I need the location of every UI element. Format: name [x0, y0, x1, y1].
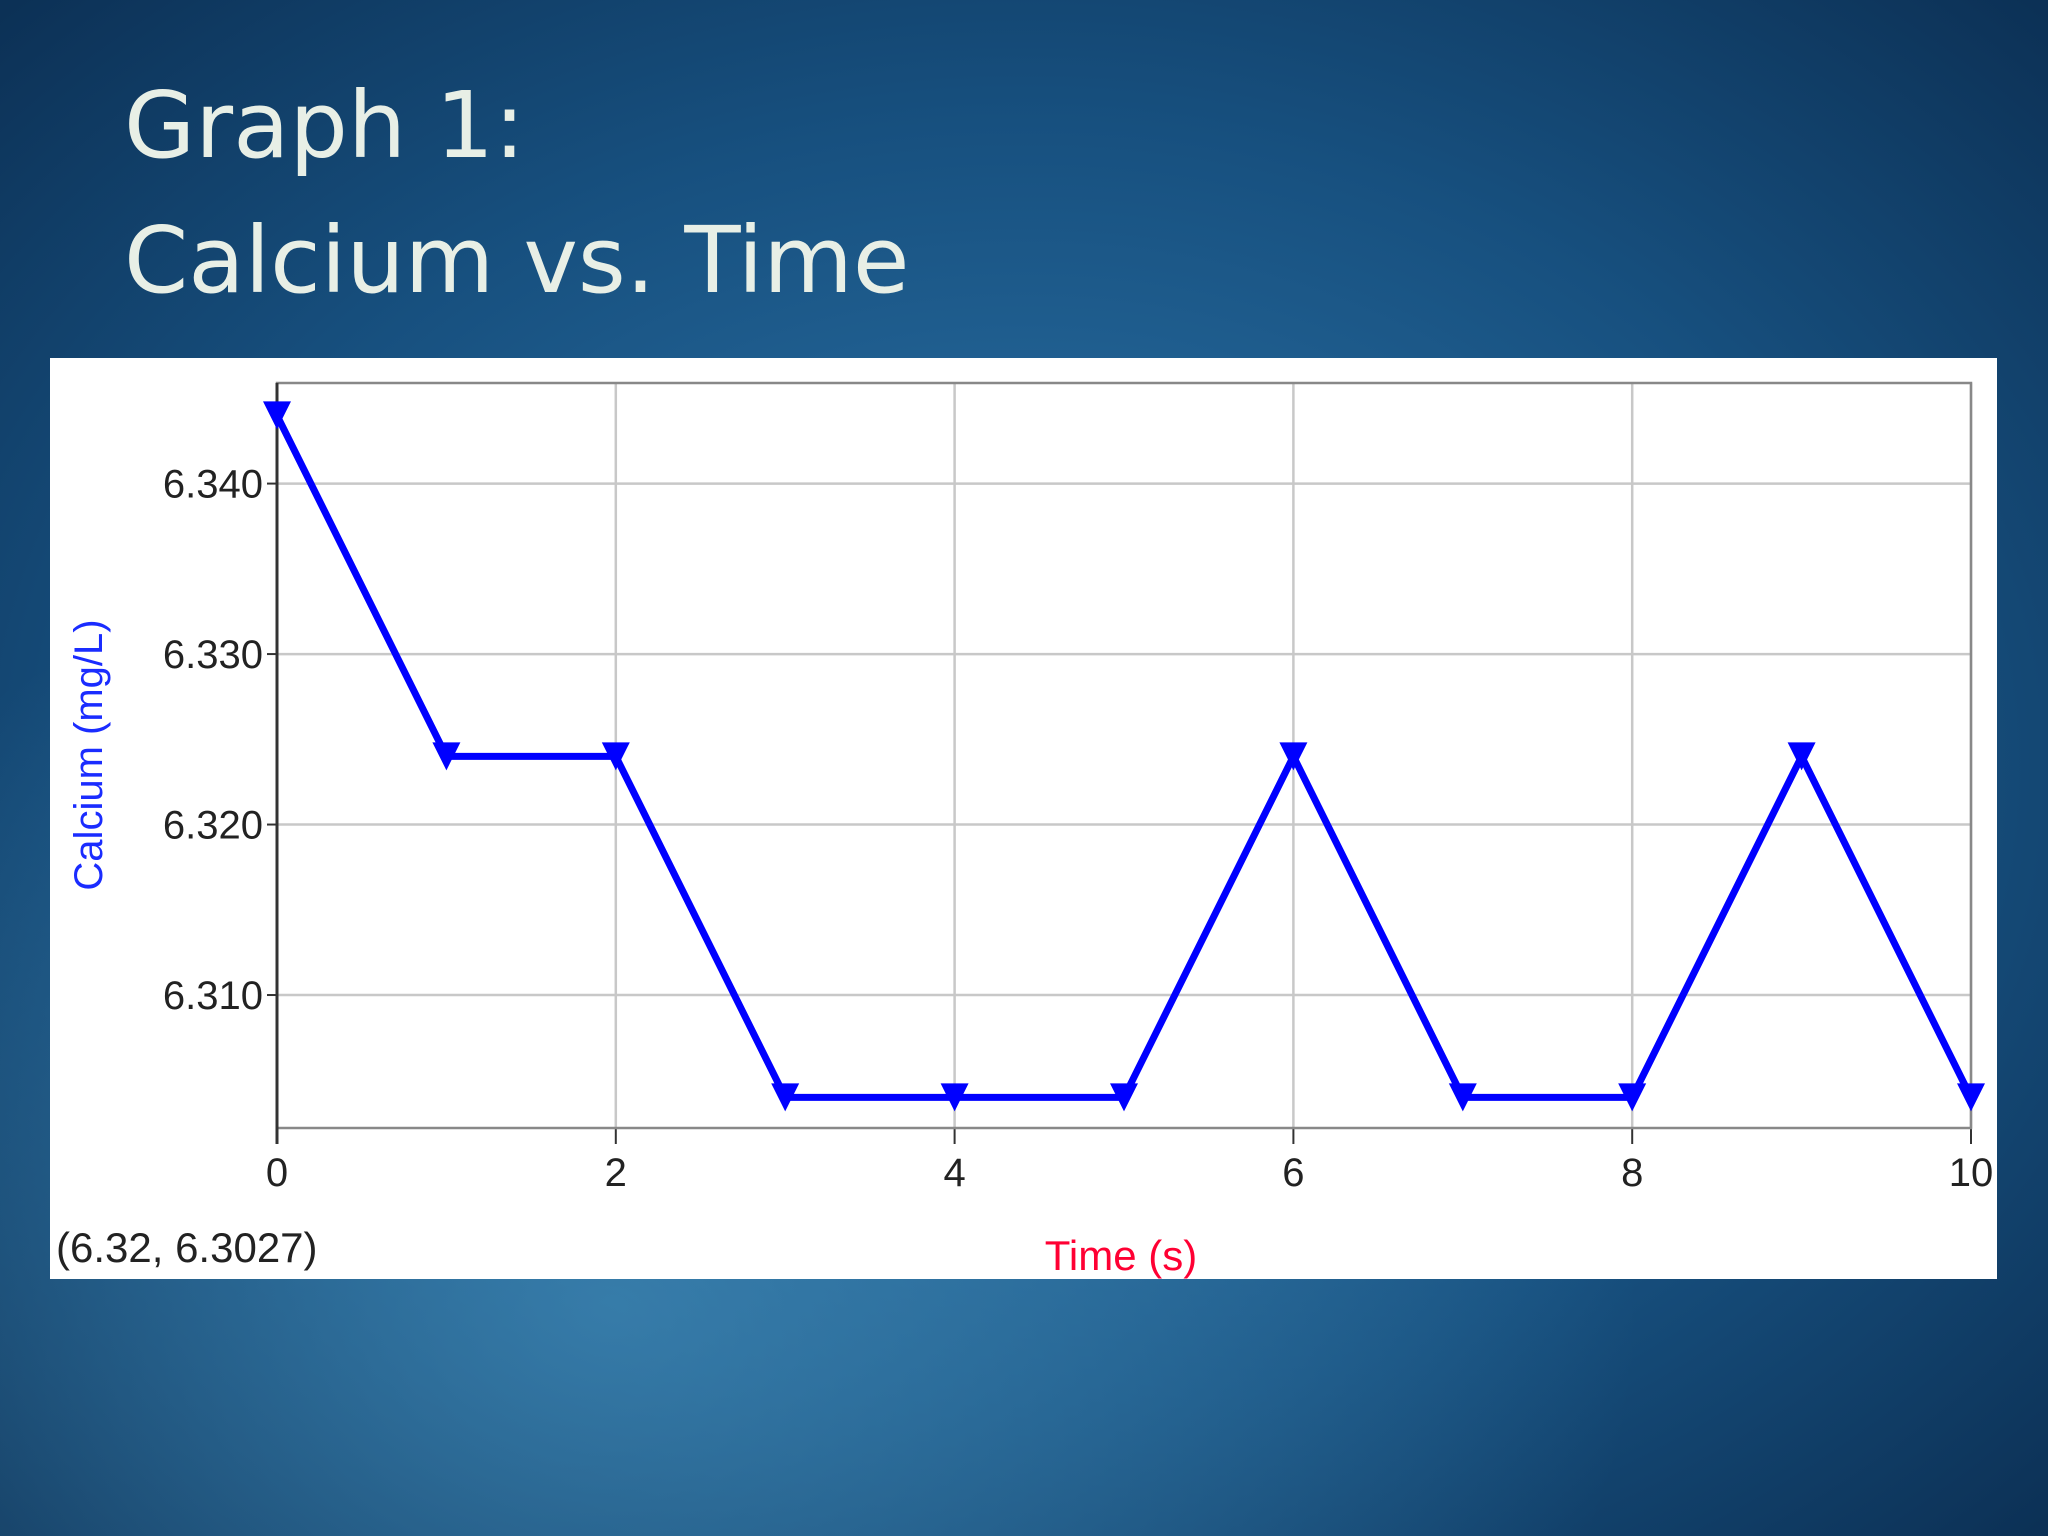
- x-tick-label: 10: [1949, 1151, 1994, 1195]
- x-tick-label: 0: [266, 1151, 288, 1195]
- x-tick-label: 4: [943, 1151, 965, 1195]
- y-tick-label: 6.320: [163, 804, 263, 848]
- data-marker: [1279, 742, 1308, 771]
- annotation: (6.32, 6.3027): [56, 1224, 318, 1271]
- y-tick-label: 6.310: [163, 974, 263, 1018]
- x-axis-label: Time (s): [1045, 1232, 1197, 1279]
- slide-title: Calcium vs. Time: [124, 207, 910, 314]
- x-tick-label: 6: [1282, 1151, 1304, 1195]
- data-marker: [601, 742, 630, 771]
- data-marker: [1618, 1083, 1647, 1112]
- data-marker: [1110, 1083, 1138, 1112]
- data-marker: [263, 401, 291, 430]
- x-tick-label: 2: [605, 1151, 627, 1195]
- data-marker: [1957, 1083, 1985, 1112]
- data-marker: [432, 742, 461, 771]
- data-marker: [771, 1083, 800, 1112]
- data-marker: [1787, 742, 1816, 771]
- slide-title: Graph 1:: [124, 72, 525, 179]
- data-marker: [1448, 1083, 1477, 1112]
- y-tick-label: 6.340: [163, 463, 263, 507]
- chart-panel: [50, 358, 1997, 1279]
- y-axis-label: Calcium (mg/L): [67, 619, 111, 890]
- y-tick-label: 6.330: [163, 633, 263, 677]
- chart: 6.310 6.320 6.330 6.340 0 2 4 6 8 10 Time (s) Calci…: [56, 381, 1994, 1279]
- x-tick-label: 8: [1621, 1151, 1643, 1195]
- data-marker: [940, 1083, 969, 1112]
